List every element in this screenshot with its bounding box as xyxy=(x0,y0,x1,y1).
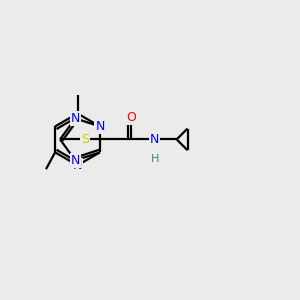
Text: O: O xyxy=(126,111,136,124)
Text: N: N xyxy=(70,154,80,167)
Text: N: N xyxy=(70,112,80,125)
Text: S: S xyxy=(81,133,89,146)
Text: N: N xyxy=(73,159,82,172)
Text: N: N xyxy=(150,133,159,146)
Text: N: N xyxy=(95,120,105,133)
Text: H: H xyxy=(151,154,159,164)
